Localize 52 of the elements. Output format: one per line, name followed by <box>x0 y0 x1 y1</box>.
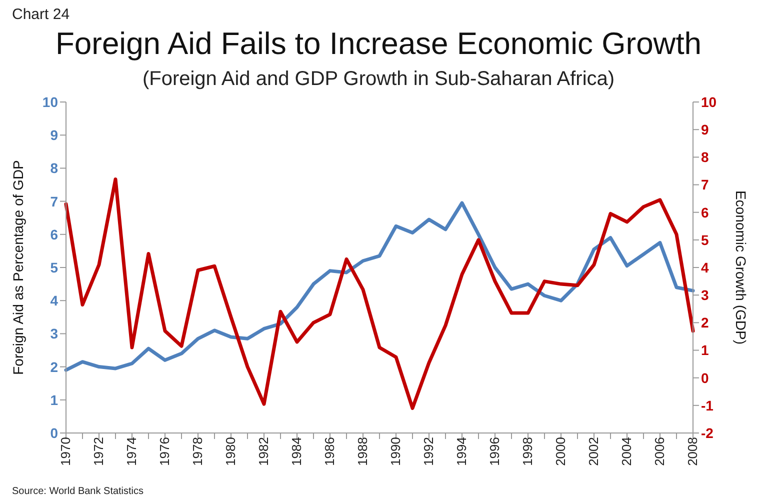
chart-subtitle: (Foreign Aid and GDP Growth in Sub-Saharan Africa) <box>142 68 615 91</box>
chart-title: Foreign Aid Fails to Increase Economic Growth <box>54 26 703 62</box>
y2-tick-label: 0 <box>701 370 709 386</box>
x-tick-label: 1980 <box>223 437 238 466</box>
x-tick-label: 1994 <box>454 437 470 466</box>
source-note: Source: World Bank Statistics <box>12 486 144 497</box>
y-tick-label: 10 <box>42 94 58 110</box>
x-tick-label: 2008 <box>685 437 700 466</box>
x-tick-label: 1988 <box>355 437 370 466</box>
x-tick-label: 1992 <box>421 437 436 466</box>
y2-tick-label: 4 <box>701 259 709 276</box>
line-series <box>64 201 695 372</box>
y-tick-label: 8 <box>50 160 58 176</box>
y-tick-label: 6 <box>50 226 58 242</box>
y2-tick-label: 6 <box>701 204 709 220</box>
y2-tick-label: 1 <box>701 342 709 358</box>
y2-tick-label: 3 <box>701 287 709 304</box>
x-tick-label: 2002 <box>586 437 602 466</box>
x-tick-label: 1976 <box>157 437 172 466</box>
y-axis-title: Foreign Aid as Percentage of GDP <box>10 160 26 375</box>
y-tick-label: 7 <box>50 193 58 210</box>
x-tick-label: 2004 <box>619 437 634 466</box>
x-tick-label: 1986 <box>322 437 338 466</box>
y-tick-label: 5 <box>50 259 58 276</box>
y2-tick-label: -1 <box>701 397 714 414</box>
y-tick-label: 2 <box>50 358 58 375</box>
x-tick-label: 1996 <box>487 437 502 466</box>
y-tick-label: 4 <box>50 292 58 309</box>
y2-tick-label: 9 <box>701 122 709 138</box>
y2-tick-label: 10 <box>701 94 717 110</box>
x-tick-label: 2000 <box>553 437 568 466</box>
x-tick-label: 1982 <box>256 437 272 466</box>
y2-tick-label: -2 <box>701 424 714 441</box>
x-tick-label: 1974 <box>124 437 140 466</box>
x-tick-label: 2006 <box>652 437 668 466</box>
y-tick-label: 9 <box>50 127 58 144</box>
y2-tick-label: 8 <box>701 149 709 166</box>
x-tick-label: 1972 <box>91 437 106 466</box>
y2-tick-label: 7 <box>701 176 709 193</box>
y2-tick-label: 2 <box>701 314 709 331</box>
x-tick-label: 1984 <box>289 437 304 466</box>
y2-axis-title: Economic Growth (GDP) <box>733 190 750 345</box>
x-tick-label: 1978 <box>190 437 206 466</box>
y-tick-label: 1 <box>50 392 58 408</box>
caption: Chart 24 <box>12 6 70 23</box>
y-tick-label: 3 <box>50 326 58 342</box>
line-series <box>64 177 695 410</box>
x-tick-label: 1970 <box>58 437 74 466</box>
y2-tick-label: 5 <box>701 232 709 248</box>
y-tick-label: 0 <box>50 424 58 441</box>
x-tick-label: 1990 <box>388 437 404 466</box>
x-tick-label: 1998 <box>520 437 536 466</box>
